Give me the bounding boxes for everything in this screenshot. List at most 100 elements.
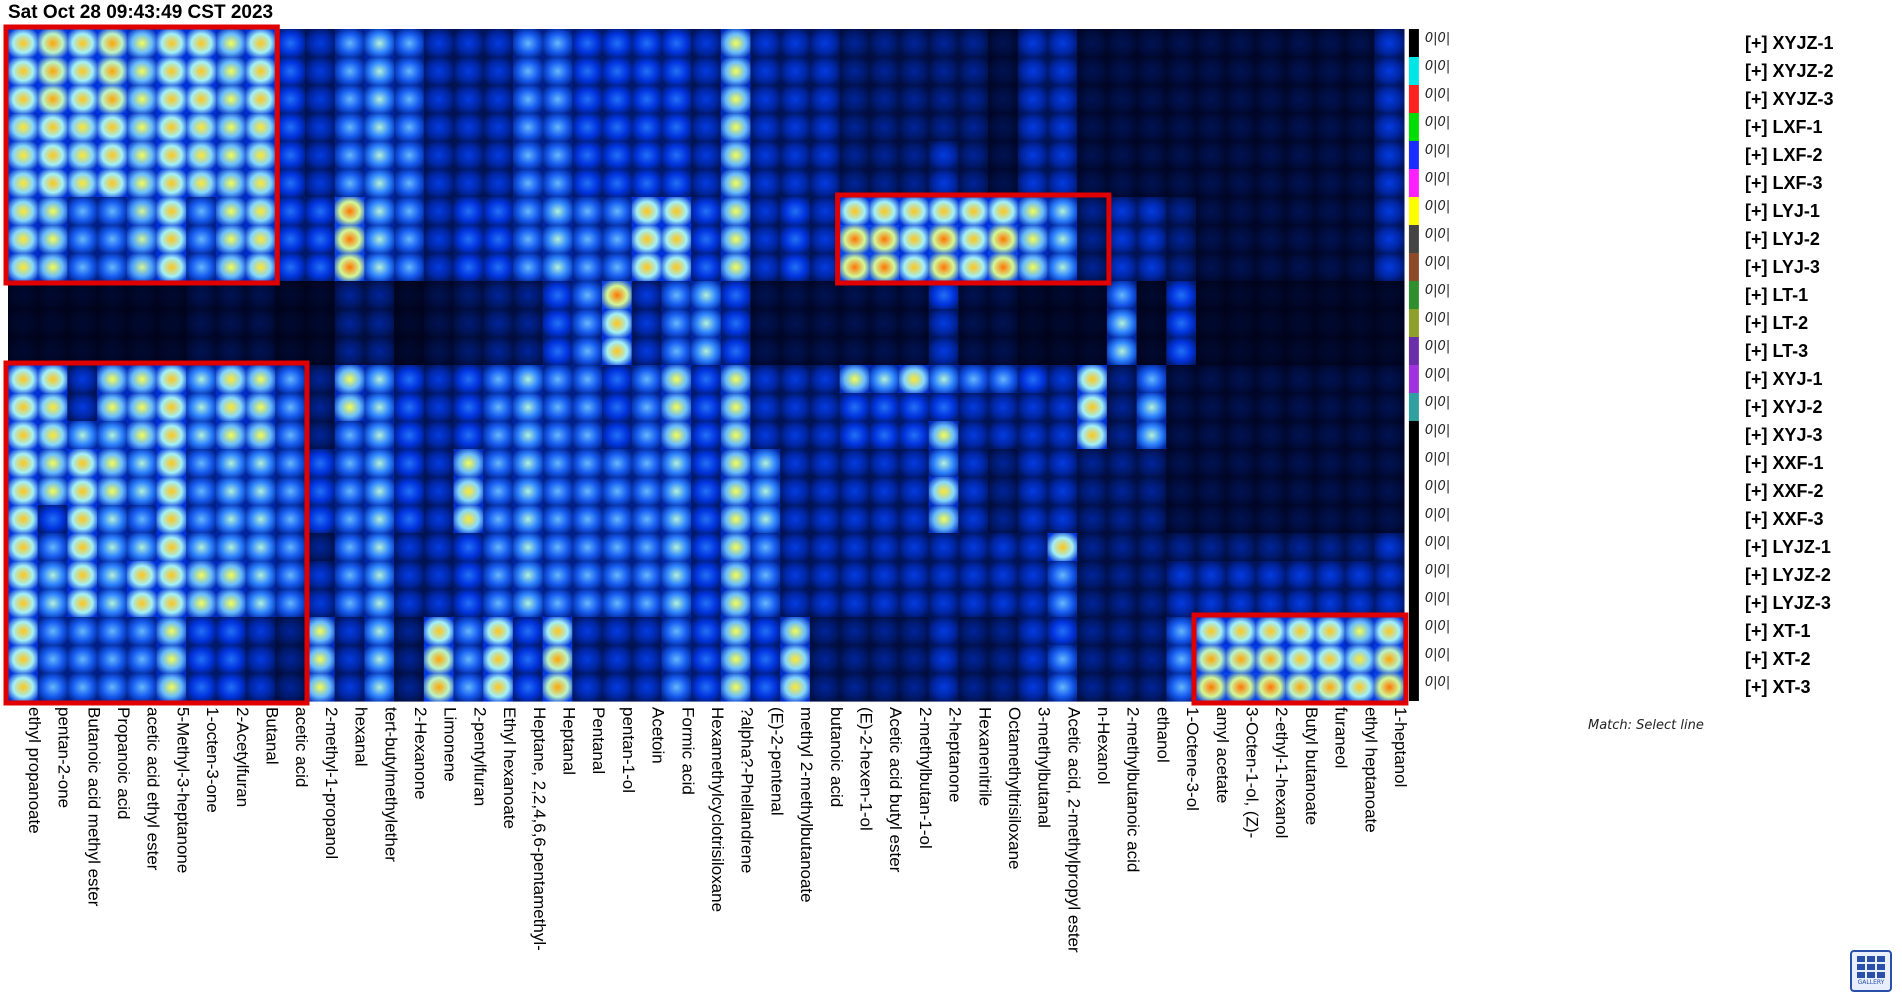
heatmap-cell	[899, 533, 930, 562]
sample-label[interactable]: [+] LYJZ-1	[1745, 537, 1831, 557]
heatmap-cell	[215, 645, 247, 674]
heatmap-cell	[572, 617, 603, 646]
heatmap-cell	[126, 29, 158, 58]
heatmap-cell	[1314, 533, 1346, 562]
heatmap-cell	[988, 365, 1019, 394]
heatmap-cell	[1017, 393, 1049, 422]
heatmap-cell	[928, 309, 959, 338]
sample-label[interactable]: [+] XT-3	[1745, 677, 1811, 697]
sample-label[interactable]: [+] LT-1	[1745, 285, 1808, 305]
heatmap-cell	[1106, 365, 1138, 394]
compound-label: 2-methylbutan-1-ol	[916, 707, 935, 849]
heatmap-cell	[483, 85, 514, 114]
heatmap-cell	[364, 57, 395, 86]
heatmap-cell	[1017, 561, 1049, 590]
sample-label[interactable]: [+] LXF-3	[1745, 173, 1823, 193]
heatmap-cell	[156, 309, 187, 338]
sample-label[interactable]: [+] XYJZ-3	[1745, 89, 1834, 109]
heatmap-cell	[126, 197, 158, 226]
sample-label[interactable]: [+] LYJZ-3	[1745, 593, 1831, 613]
heatmap-cell	[661, 197, 692, 226]
heatmap-cell	[186, 645, 217, 674]
heatmap-cell	[958, 29, 989, 58]
heatmap-cell	[1285, 197, 1316, 226]
sample-label[interactable]: [+] LYJZ-2	[1745, 565, 1831, 585]
sample-label[interactable]: [+] XT-1	[1745, 621, 1811, 641]
sample-label[interactable]: [+] XYJ-1	[1745, 369, 1823, 389]
heatmap-cell	[334, 533, 365, 562]
sample-color-swatch	[1408, 421, 1419, 449]
heatmap-cell	[1285, 85, 1316, 114]
heatmap-cell	[275, 365, 306, 394]
heatmap-cell	[423, 673, 455, 702]
heatmap-cell	[928, 673, 959, 702]
heatmap-cell	[1285, 309, 1316, 338]
heatmap-cell	[1106, 29, 1138, 58]
heatmap-cell	[780, 561, 811, 590]
sample-label[interactable]: [+] XYJ-3	[1745, 425, 1823, 445]
heatmap-cell	[334, 617, 365, 646]
row-marker: 0|0|	[1425, 395, 1450, 410]
sample-label[interactable]: [+] LXF-1	[1745, 117, 1823, 137]
heatmap-cell	[602, 673, 633, 702]
heatmap-cell	[1374, 645, 1405, 674]
sample-label[interactable]: [+] LT-3	[1745, 341, 1808, 361]
heatmap-cell	[483, 365, 514, 394]
heatmap-cell	[1374, 449, 1405, 478]
compound-label: Octamethyltrisiloxane	[1005, 707, 1024, 870]
heatmap-cell	[245, 85, 276, 114]
heatmap-cell	[869, 393, 900, 422]
compound-label: acetic acid	[292, 707, 311, 787]
heatmap-cell	[1255, 477, 1286, 506]
heatmap-cell	[245, 197, 276, 226]
heatmap-cell	[750, 29, 781, 58]
heatmap-cell	[156, 421, 187, 450]
heatmap-cell	[37, 281, 68, 310]
heatmap-cell	[215, 477, 247, 506]
heatmap-cell	[809, 393, 841, 422]
heatmap-cell	[8, 617, 39, 646]
heatmap-cell	[602, 141, 633, 170]
heatmap-cell	[1196, 225, 1227, 254]
heatmap-cell	[156, 673, 187, 702]
heatmap-cell	[691, 645, 722, 674]
sample-label[interactable]: [+] LYJ-1	[1745, 201, 1820, 221]
heatmap-cell	[869, 533, 900, 562]
sample-label[interactable]: [+] XYJZ-1	[1745, 33, 1834, 53]
heatmap-cell	[1314, 477, 1346, 506]
heatmap-cell	[186, 29, 217, 58]
sample-label[interactable]: [+] XXF-2	[1745, 481, 1824, 501]
heatmap-cell	[691, 29, 722, 58]
heatmap-cell	[305, 645, 336, 674]
heatmap-cell	[661, 393, 692, 422]
heatmap-cell	[958, 253, 989, 282]
heatmap-cell	[37, 29, 68, 58]
match-select-line[interactable]: Match: Select line	[1588, 718, 1704, 733]
heatmap-cell	[572, 393, 603, 422]
heatmap-cell	[1077, 29, 1108, 58]
heatmap-cell	[1106, 85, 1138, 114]
gallery-button[interactable]: GALLERY	[1850, 950, 1892, 992]
heatmap-cell	[1314, 113, 1346, 142]
row-marker: 0|0|	[1425, 143, 1450, 158]
sample-label[interactable]: [+] XYJ-2	[1745, 397, 1823, 417]
sample-label[interactable]: [+] LXF-2	[1745, 145, 1823, 165]
compound-label: Formic acid	[678, 707, 697, 795]
heatmap-cell	[364, 281, 395, 310]
sample-label[interactable]: [+] LYJ-3	[1745, 257, 1820, 277]
heatmap-cell	[1344, 393, 1375, 422]
sample-label[interactable]: [+] XYJZ-2	[1745, 61, 1834, 81]
sample-label[interactable]: [+] LYJ-2	[1745, 229, 1820, 249]
heatmap-cell	[215, 113, 247, 142]
sample-label[interactable]: [+] XXF-3	[1745, 509, 1824, 529]
heatmap-cell	[1166, 141, 1197, 170]
sample-label[interactable]: [+] XXF-1	[1745, 453, 1824, 473]
heatmap-cell	[958, 197, 989, 226]
heatmap-cell	[275, 477, 306, 506]
heatmap-cell	[305, 253, 336, 282]
heatmap-cell	[899, 225, 930, 254]
sample-label[interactable]: [+] LT-2	[1745, 313, 1808, 333]
heatmap-cell	[1374, 29, 1405, 58]
sample-label[interactable]: [+] XT-2	[1745, 649, 1811, 669]
